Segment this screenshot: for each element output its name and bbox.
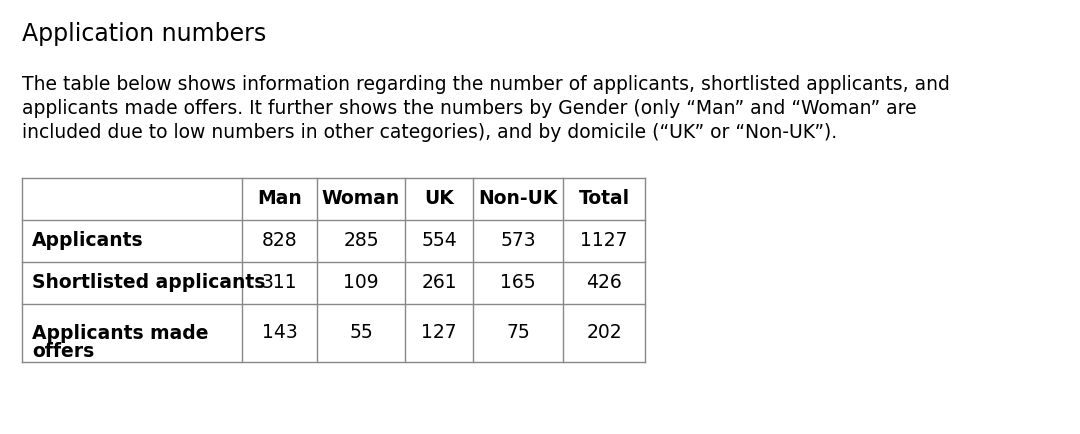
Text: The table below shows information regarding the number of applicants, shortliste: The table below shows information regard… xyxy=(22,75,950,94)
Text: 311: 311 xyxy=(261,273,297,293)
Text: 127: 127 xyxy=(421,323,457,342)
Text: 143: 143 xyxy=(261,323,297,342)
Text: 165: 165 xyxy=(500,273,536,293)
Text: 202: 202 xyxy=(586,323,622,342)
Text: Total: Total xyxy=(579,190,630,208)
Text: 828: 828 xyxy=(261,231,297,250)
Text: 109: 109 xyxy=(343,273,379,293)
Text: 261: 261 xyxy=(421,273,457,293)
Text: 1127: 1127 xyxy=(580,231,627,250)
Text: Applicants: Applicants xyxy=(32,231,144,250)
Text: UK: UK xyxy=(424,190,454,208)
Text: included due to low numbers in other categories), and by domicile (“UK” or “Non-: included due to low numbers in other cat… xyxy=(22,123,837,142)
Text: Application numbers: Application numbers xyxy=(22,22,267,46)
Bar xyxy=(22,178,645,362)
Text: Man: Man xyxy=(257,190,302,208)
Text: Non-UK: Non-UK xyxy=(478,190,557,208)
Text: 426: 426 xyxy=(586,273,622,293)
Text: applicants made offers. It further shows the numbers by Gender (only “Man” and “: applicants made offers. It further shows… xyxy=(22,99,917,118)
Text: 554: 554 xyxy=(421,231,457,250)
Text: Shortlisted applicants: Shortlisted applicants xyxy=(32,273,266,293)
Text: 285: 285 xyxy=(343,231,379,250)
Text: 75: 75 xyxy=(507,323,530,342)
Text: Woman: Woman xyxy=(322,190,400,208)
Text: 55: 55 xyxy=(349,323,373,342)
Text: offers: offers xyxy=(32,342,94,361)
Text: 573: 573 xyxy=(500,231,536,250)
Text: Applicants made: Applicants made xyxy=(32,324,208,343)
